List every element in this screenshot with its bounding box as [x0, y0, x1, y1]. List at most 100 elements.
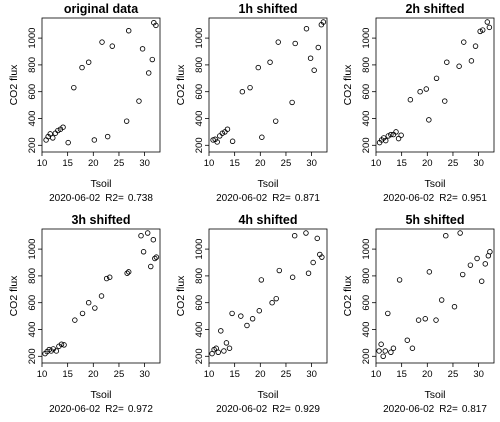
scatter-panel-2: 1h shifted 200 400 600 800 1000 10 15 20 25 30 CO2 … — [175, 2, 328, 204]
data-point — [390, 345, 397, 351]
r2-footer: 2020-06-02 R2= 0.817 — [383, 404, 487, 415]
r2-value: 0.738 — [128, 193, 153, 204]
footer-date: 2020-06-02 — [383, 404, 435, 415]
data-point — [451, 303, 458, 310]
data-point — [289, 274, 296, 280]
plot-frame — [375, 228, 495, 364]
y-tick-label: 600 — [27, 295, 38, 311]
data-point — [219, 130, 226, 136]
data-point — [123, 118, 130, 124]
data-point — [319, 254, 325, 260]
y-axis-label: CO2 flux — [175, 64, 187, 106]
data-point — [407, 97, 414, 103]
data-point — [91, 137, 98, 143]
data-point — [478, 278, 485, 284]
data-point — [426, 269, 433, 275]
x-tick-label: 25 — [448, 369, 459, 380]
chart-title: 1h shifted — [238, 2, 297, 16]
y-tick-label: 400 — [361, 322, 372, 338]
data-point — [380, 353, 386, 360]
x-tick-label: 25 — [114, 158, 125, 169]
data-point — [314, 235, 320, 242]
x-tick-label: 15 — [62, 369, 73, 380]
data-point — [272, 118, 279, 124]
data-point — [259, 134, 265, 140]
data-point — [58, 341, 65, 347]
x-tick-label: 15 — [229, 369, 240, 380]
data-point — [255, 64, 261, 71]
data-point — [125, 28, 132, 34]
plot-frame — [375, 17, 495, 153]
x-tick-label: 30 — [139, 369, 150, 380]
data-point — [79, 64, 85, 71]
data-point — [443, 232, 449, 239]
plot-frame — [208, 228, 328, 364]
x-tick-label: 10 — [371, 158, 382, 169]
y-tick-label: 800 — [194, 57, 205, 73]
data-point — [376, 348, 382, 354]
data-point — [269, 299, 275, 306]
data-point — [224, 126, 231, 132]
r2-value: 0.972 — [128, 404, 153, 415]
y-axis-label: CO2 flux — [342, 64, 354, 106]
r2-value: 0.929 — [295, 404, 320, 415]
y-tick-label: 600 — [27, 84, 38, 100]
r2-label: R2= — [272, 404, 291, 415]
data-point — [433, 317, 439, 323]
x-axis-label: Tsoil — [90, 178, 111, 190]
y-tick-label: 400 — [194, 322, 205, 338]
data-point — [383, 137, 389, 144]
y-tick-label: 600 — [361, 84, 372, 100]
x-tick-label: 30 — [139, 158, 150, 169]
y-tick-label: 1000 — [361, 28, 372, 49]
y-tick-label: 400 — [361, 111, 372, 127]
r2-footer: 2020-06-02 R2= 0.951 — [383, 193, 487, 204]
data-point — [378, 341, 384, 347]
data-point — [221, 348, 227, 354]
scatter-panel-5: 4h shifted 200 400 600 800 1000 10 15 20 25 30 CO2 … — [175, 213, 328, 415]
data-point — [85, 59, 92, 65]
x-tick-label: 25 — [114, 369, 125, 380]
y-tick-label: 200 — [27, 137, 38, 153]
data-point — [273, 295, 279, 302]
y-tick-label: 600 — [361, 295, 372, 311]
y-axis-label: CO2 flux — [8, 275, 20, 317]
data-point — [487, 249, 493, 255]
y-tick-label: 400 — [27, 322, 38, 338]
data-point — [291, 232, 298, 239]
data-point — [61, 342, 67, 348]
data-point — [417, 88, 423, 95]
y-tick-label: 600 — [194, 84, 205, 100]
data-point — [479, 27, 486, 33]
r2-footer: 2020-06-02 R2= 0.738 — [49, 193, 153, 204]
data-point — [456, 63, 462, 69]
y-tick-label: 800 — [361, 57, 372, 73]
y-tick-label: 800 — [194, 268, 205, 284]
data-point — [238, 313, 244, 319]
scatter-panel-4: 3h shifted 200 400 600 800 1000 10 15 20 25 30 CO2 … — [8, 213, 161, 415]
scatter-panel-1: original data 200 400 600 800 1000 10 15 20 25 30 C… — [8, 2, 161, 204]
data-point — [139, 46, 146, 52]
data-point — [461, 39, 467, 45]
y-tick-label: 200 — [27, 348, 38, 364]
y-tick-label: 800 — [27, 57, 38, 73]
data-point — [85, 299, 92, 306]
data-point — [247, 84, 253, 91]
data-point — [258, 277, 265, 283]
r2-value: 0.871 — [295, 193, 320, 204]
y-tick-label: 1000 — [27, 28, 38, 49]
data-point — [305, 270, 312, 276]
x-tick-label: 20 — [422, 369, 433, 380]
data-point — [99, 39, 105, 45]
y-tick-label: 800 — [361, 268, 372, 284]
data-point — [109, 43, 116, 49]
chart-title: 2h shifted — [405, 2, 464, 16]
data-point — [292, 40, 298, 47]
x-tick-label: 30 — [473, 369, 484, 380]
footer-date: 2020-06-02 — [383, 193, 435, 204]
data-point — [138, 232, 144, 239]
x-tick-label: 25 — [281, 158, 292, 169]
data-point — [426, 117, 432, 123]
r2-value: 0.951 — [462, 193, 487, 204]
